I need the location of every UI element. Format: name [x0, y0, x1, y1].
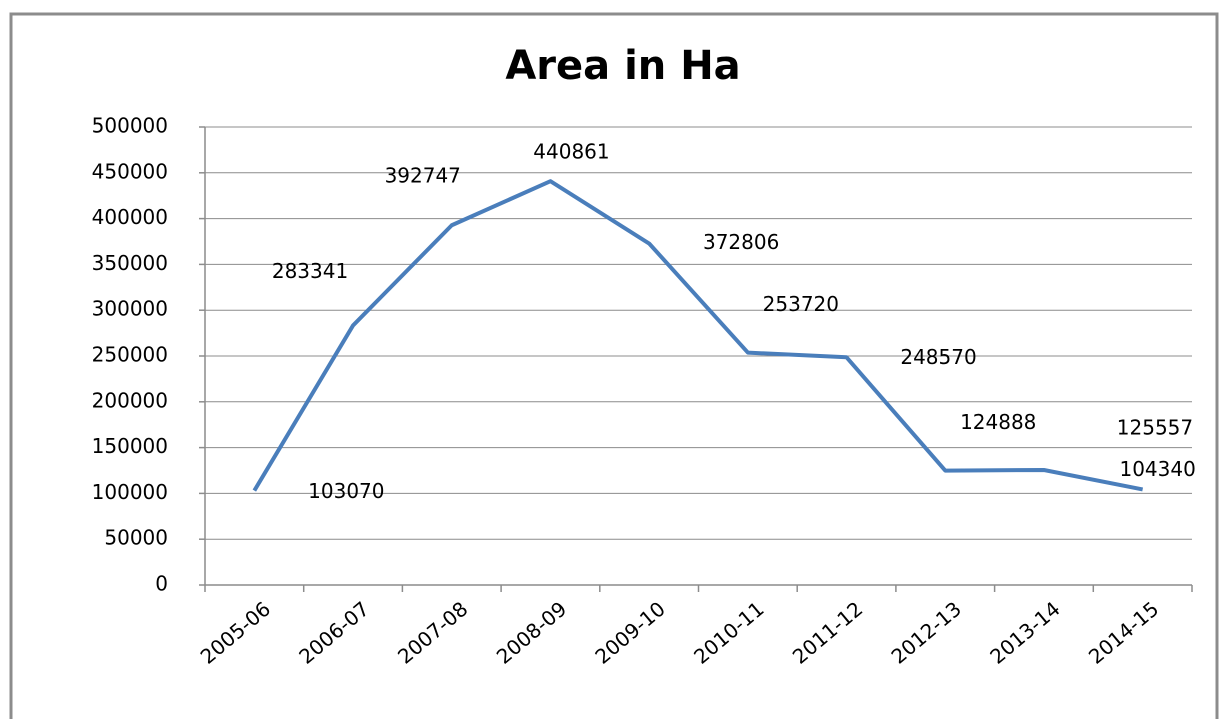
y-tick-label: 50000	[104, 526, 168, 550]
chart-title: Area in Ha	[505, 43, 740, 89]
y-tick-label: 150000	[92, 434, 168, 458]
y-tick-label: 0	[155, 572, 168, 596]
data-label: 392747	[385, 164, 461, 188]
y-tick-label: 400000	[92, 205, 168, 229]
y-tick-label: 200000	[92, 388, 168, 412]
y-tick-label: 450000	[92, 159, 168, 183]
data-label: 124888	[960, 410, 1036, 434]
data-label: 283341	[272, 259, 348, 283]
chart-frame	[9, 12, 1219, 719]
data-label: 103070	[308, 479, 384, 503]
y-tick-label: 100000	[92, 480, 168, 504]
y-tick-label: 500000	[92, 114, 168, 138]
y-tick-label: 350000	[92, 251, 168, 275]
data-label: 253720	[763, 292, 839, 316]
data-label: 104340	[1119, 457, 1195, 481]
data-line	[252, 179, 1144, 492]
data-label: 372806	[703, 230, 779, 254]
y-tick-label: 300000	[92, 297, 168, 321]
data-label: 125557	[1117, 415, 1193, 439]
data-label: 440861	[533, 140, 609, 164]
y-tick-label: 250000	[92, 343, 168, 367]
data-label: 248570	[900, 345, 976, 369]
